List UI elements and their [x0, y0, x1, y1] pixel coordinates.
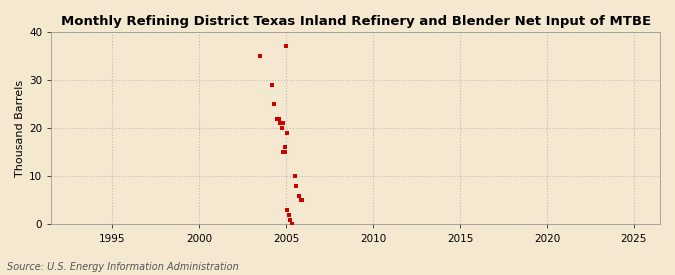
Point: [277, 150, 288, 155]
Point: [254, 54, 265, 58]
Y-axis label: Thousand Barrels: Thousand Barrels: [15, 80, 25, 177]
Point: [266, 83, 277, 87]
Point: [284, 213, 294, 217]
Point: [294, 193, 304, 198]
Point: [279, 150, 290, 155]
Point: [281, 44, 292, 49]
Text: Source: U.S. Energy Information Administration: Source: U.S. Energy Information Administ…: [7, 262, 238, 272]
Point: [291, 184, 302, 188]
Point: [282, 131, 293, 135]
Point: [277, 121, 288, 126]
Title: Monthly Refining District Texas Inland Refinery and Blender Net Input of MTBE: Monthly Refining District Texas Inland R…: [61, 15, 651, 28]
Point: [272, 116, 283, 121]
Point: [285, 218, 296, 222]
Point: [275, 121, 286, 126]
Point: [279, 145, 290, 150]
Point: [276, 126, 287, 130]
Point: [282, 208, 293, 212]
Point: [273, 116, 284, 121]
Point: [295, 198, 306, 203]
Point: [290, 174, 300, 178]
Point: [286, 222, 297, 227]
Point: [297, 198, 308, 203]
Point: [269, 102, 280, 106]
